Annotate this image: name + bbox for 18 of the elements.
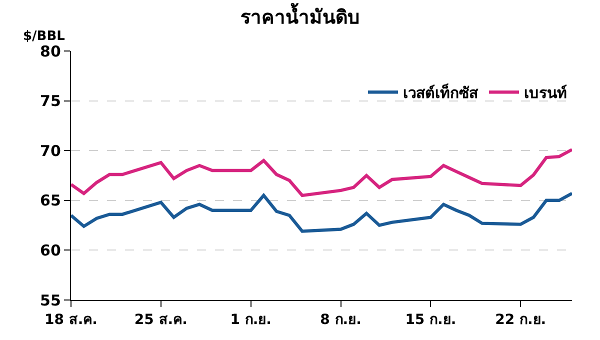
x-tick-label: 25 ส.ค. (134, 312, 188, 328)
x-tick-label: 1 ก.ย. (230, 312, 272, 328)
y-tick-label: 60 (40, 241, 61, 260)
line-series (71, 148, 572, 198)
y-tick-label: 80 (40, 42, 61, 60)
y-tick-label: 65 (40, 192, 61, 210)
y-axis-title: $/BBL (23, 29, 65, 44)
y-tick-label: 70 (40, 142, 61, 160)
legend-label: เบรนท์ (524, 84, 567, 102)
legend-label: เวสต์เท็กซัส (403, 83, 479, 102)
x-tick-label: 15 ก.ย. (405, 312, 456, 328)
y-tick-label: 55 (40, 291, 61, 310)
x-tick-label: 8 ก.ย. (320, 312, 362, 328)
x-tick-label: 18 ส.ค. (44, 312, 98, 328)
line-series (71, 192, 572, 233)
y-tick-label: 75 (40, 92, 61, 110)
x-tick-label: 22 ก.ย. (495, 312, 546, 328)
chart-title: ราคาน้ำมันดิบ (240, 2, 360, 28)
